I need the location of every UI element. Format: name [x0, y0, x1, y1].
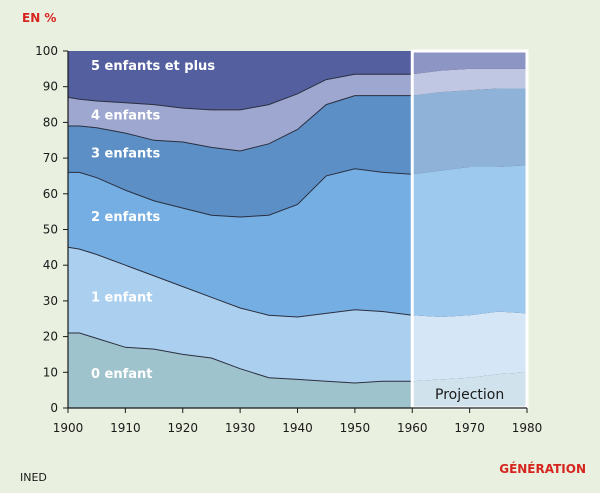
area-5-enfants-et-plus	[68, 51, 413, 110]
x-tick-label: 1970	[454, 421, 485, 435]
y-axis-title: EN %	[22, 11, 56, 25]
y-tick-label: 30	[43, 294, 58, 308]
x-tick-label: 1980	[512, 421, 543, 435]
series-label-3-enfants: 3 enfants	[91, 147, 161, 162]
source-label: INED	[20, 471, 47, 484]
x-tick-label: 1920	[167, 421, 198, 435]
area-2-enfants	[68, 168, 413, 317]
y-tick-label: 100	[35, 44, 58, 58]
y-tick-label: 20	[43, 330, 58, 344]
x-tick-label: 1960	[397, 421, 428, 435]
series-label-2-enfants: 2 enfants	[91, 210, 161, 225]
y-tick-label: 0	[50, 401, 58, 415]
series-label-4-enfants: 4 enfants	[91, 108, 161, 123]
area-3-enfants-projection	[412, 88, 527, 175]
y-tick-label: 90	[43, 80, 58, 94]
area-2-enfants-projection	[412, 165, 527, 317]
series-label-5-enfants-et-plus: 5 enfants et plus	[91, 59, 215, 74]
y-tick-label: 50	[43, 223, 58, 237]
area-0-enfant-projection	[412, 372, 527, 408]
y-tick-label: 60	[43, 187, 58, 201]
area-4-enfants-projection	[412, 68, 527, 96]
area-4-enfants	[68, 74, 413, 151]
area-5-enfants-et-plus-projection	[412, 51, 527, 75]
projection-layer: Projection	[410, 49, 529, 410]
area-1-enfant-projection	[412, 311, 527, 382]
x-tick-label: 1930	[225, 421, 256, 435]
x-tick-label: 1940	[282, 421, 313, 435]
x-tick-label: 1900	[53, 421, 84, 435]
x-tick-label: 1910	[110, 421, 141, 435]
area-3-enfants	[68, 95, 413, 217]
series-label-0-enfant: 0 enfant	[91, 367, 153, 382]
y-tick-label: 40	[43, 258, 58, 272]
series-label-1-enfant: 1 enfant	[91, 290, 153, 305]
y-tick-label: 10	[43, 365, 58, 379]
area-0-enfant	[68, 333, 413, 408]
y-tick-label: 70	[43, 151, 58, 165]
y-tick-label: 80	[43, 115, 58, 129]
x-tick-label: 1950	[340, 421, 371, 435]
projection-label: Projection	[435, 387, 504, 403]
axes-layer: 0 10 20 30 40 50 60 70 80 90 100 1900 1910 1920 1930 19…	[35, 44, 542, 435]
series-label-layer: 0 enfant 1 enfant 2 enfants 3 enfants 4 enfa…	[91, 59, 215, 382]
x-axis-title: GÉNÉRATION	[499, 461, 586, 476]
